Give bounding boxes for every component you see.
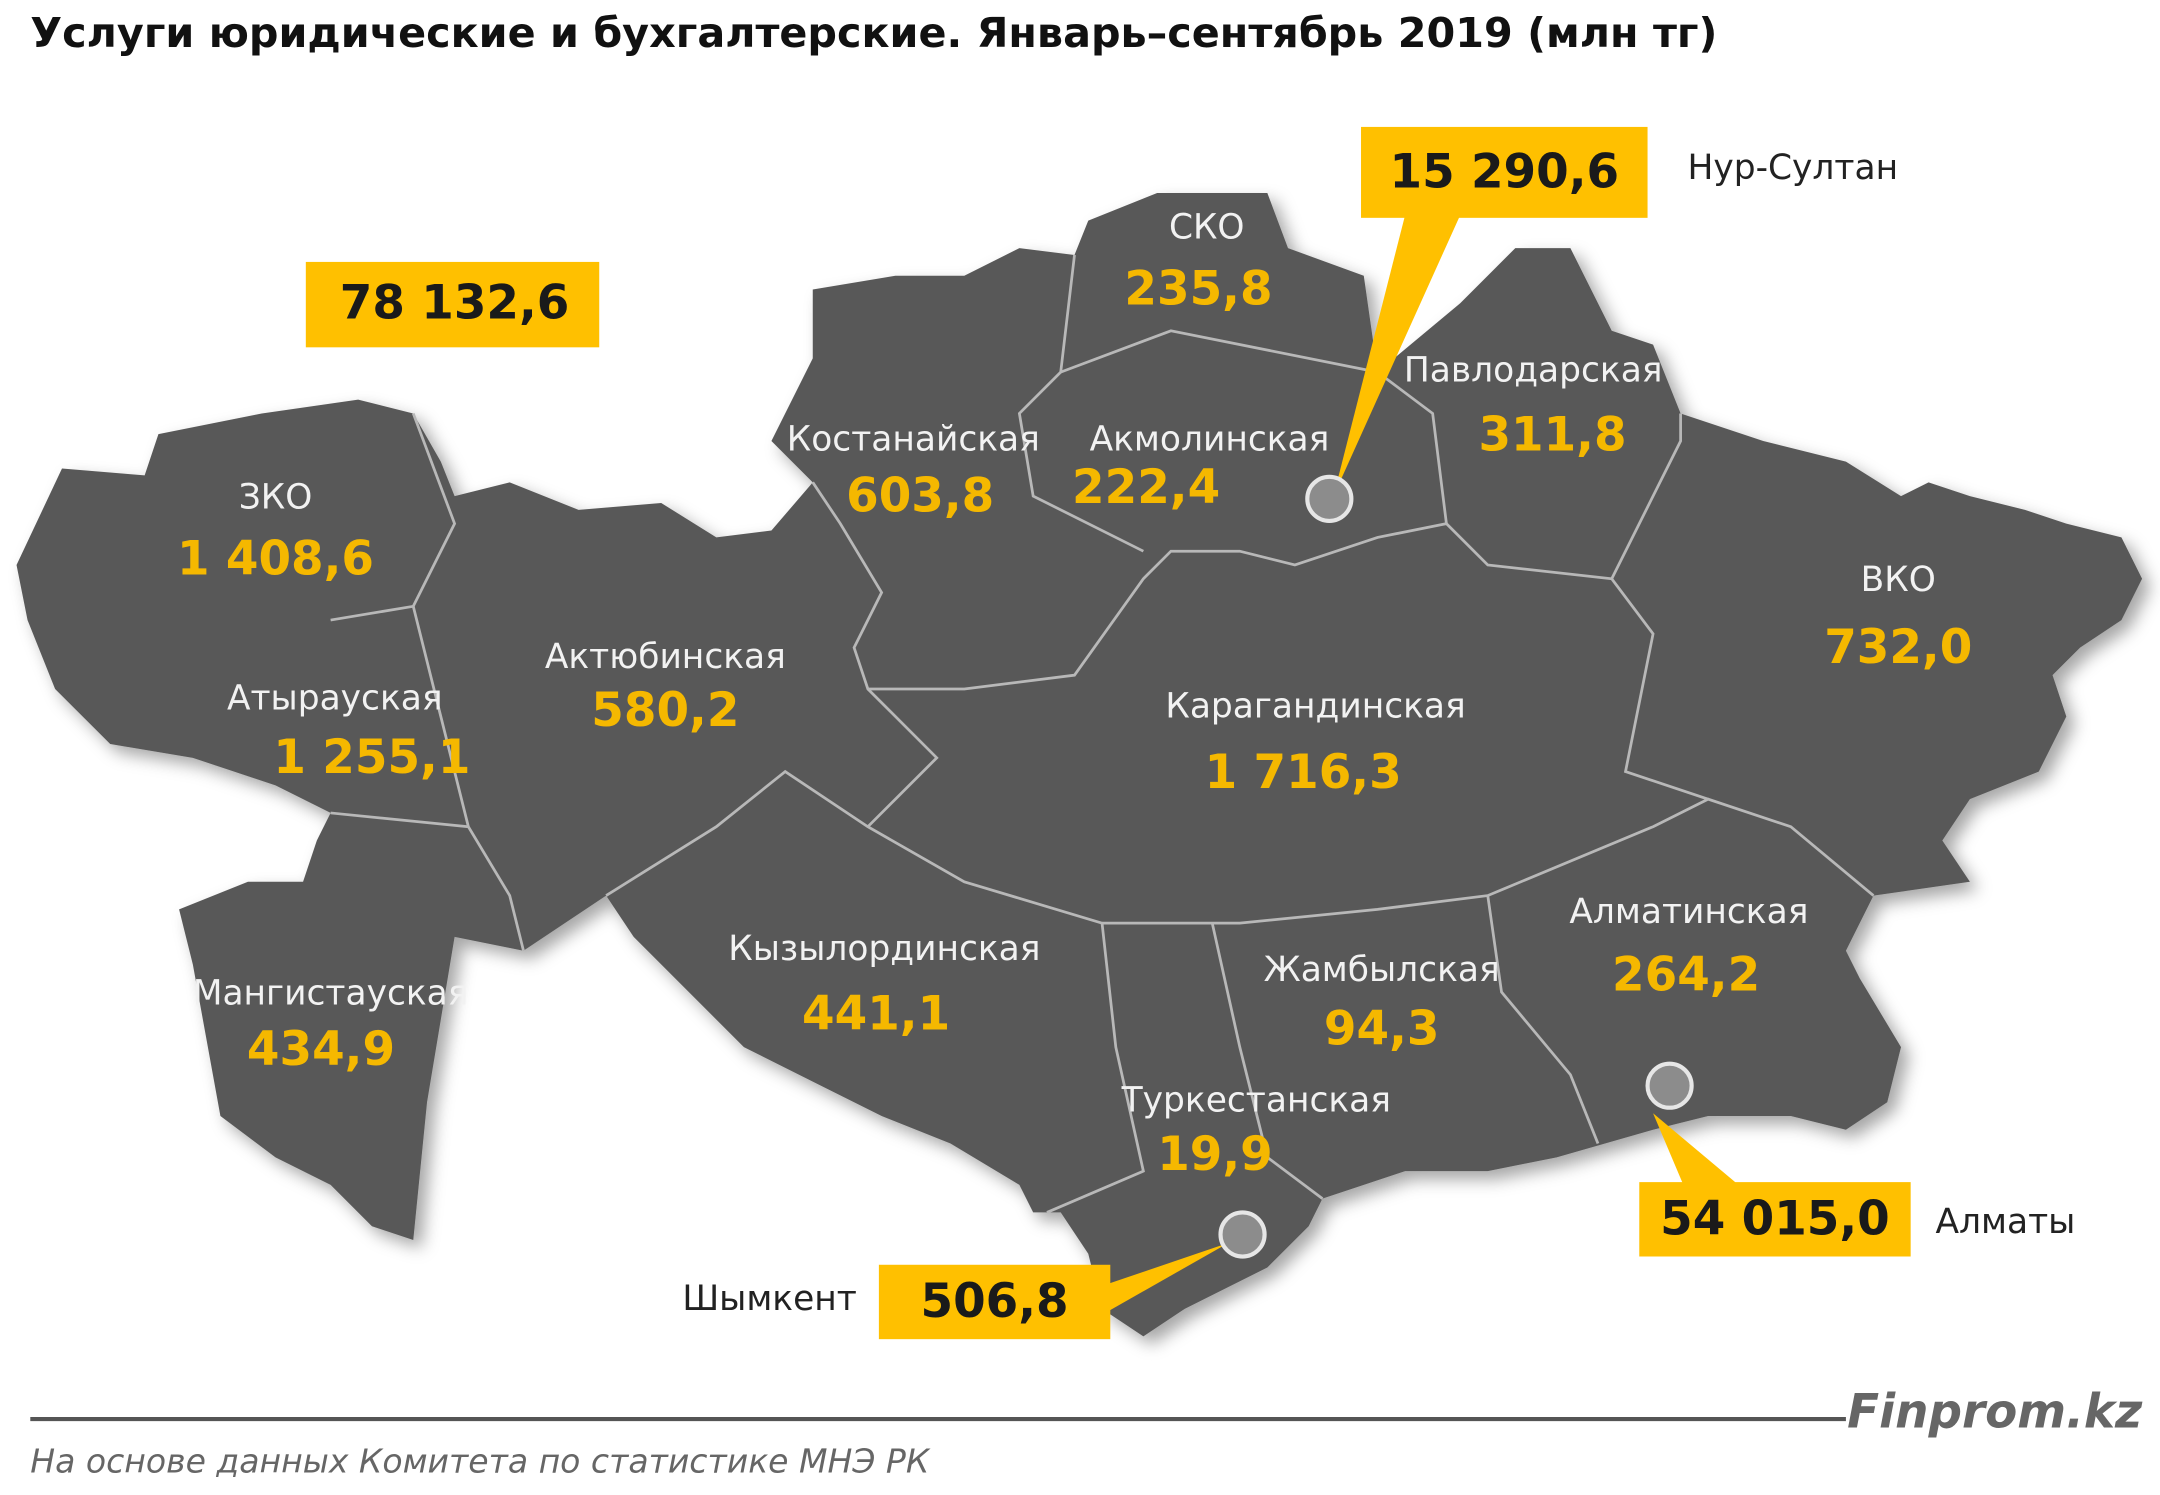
title: Услуги юридические и бухгалтерские. Янва… <box>30 9 1717 57</box>
region-value: 580,2 <box>591 684 739 738</box>
region-value: 94,3 <box>1324 1002 1440 1056</box>
region-borders <box>330 254 1875 1214</box>
city-value: 54 015,0 <box>1660 1193 1890 1247</box>
region-value: 19,9 <box>1157 1128 1273 1182</box>
region-value: 1 716,3 <box>1205 746 1402 800</box>
brand: Finprom.kz <box>1847 1385 2143 1439</box>
region-value: 603,8 <box>846 469 994 523</box>
city-marker <box>1645 1061 1694 1110</box>
total-box <box>305 261 600 348</box>
city-value: 506,8 <box>921 1275 1069 1329</box>
city-marker <box>1218 1210 1267 1259</box>
city-box <box>1361 126 1648 218</box>
total-value: 78 132,6 <box>340 276 570 330</box>
city-name: Алматы <box>1935 1202 2075 1242</box>
city-name: Шымкент <box>682 1279 856 1319</box>
region-name: Кызылординская <box>728 929 1040 969</box>
region-name: Алматинская <box>1569 892 1808 932</box>
region-name: СКО <box>1169 207 1245 247</box>
source: На основе данных Комитета по статистике … <box>30 1442 931 1481</box>
region-value: 222,4 <box>1072 461 1220 515</box>
region-name: Мангистауская <box>193 973 469 1013</box>
country-shape <box>16 193 2143 1337</box>
city-value: 15 290,6 <box>1389 146 1619 200</box>
region-value: 264,2 <box>1612 949 1760 1003</box>
region-value: 311,8 <box>1478 409 1626 463</box>
region-value: 434,9 <box>247 1023 395 1077</box>
city-box <box>878 1264 1111 1340</box>
region-name: Акмолинская <box>1090 419 1330 459</box>
region-name: Костанайская <box>787 419 1040 459</box>
city-name: Нур-Султан <box>1688 148 1899 188</box>
region-name: Атырауская <box>227 678 443 718</box>
region-value: 235,8 <box>1124 263 1272 317</box>
city-marker <box>1305 474 1354 523</box>
region-value: 732,0 <box>1824 621 1972 675</box>
region-name: Актюбинская <box>545 637 786 677</box>
region-name: Павлодарская <box>1404 351 1663 391</box>
callout-pointer <box>1333 215 1461 497</box>
region-name: Туркестанская <box>1121 1081 1391 1121</box>
region-name: ЗКО <box>239 477 313 517</box>
region-name: ВКО <box>1861 560 1936 600</box>
region-name: Жамбылская <box>1264 950 1500 990</box>
region-value: 441,1 <box>802 987 950 1041</box>
region-value: 1 408,6 <box>177 533 374 587</box>
region-name: Карагандинская <box>1165 687 1465 727</box>
region-value: 1 255,1 <box>273 731 470 785</box>
city-box <box>1639 1182 1911 1257</box>
